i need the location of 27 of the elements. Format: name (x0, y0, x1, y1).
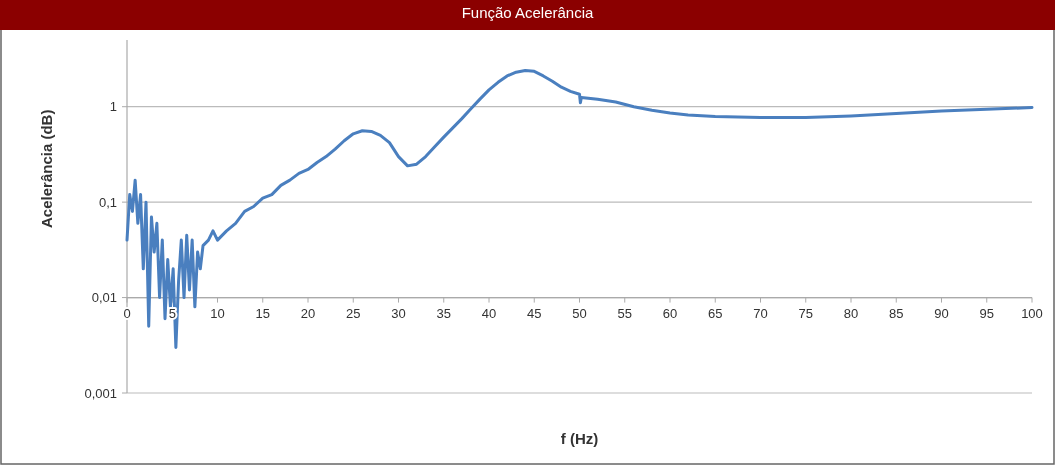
x-tick-label: 15 (255, 305, 270, 321)
x-tick-label: 80 (843, 305, 859, 321)
x-tick-label: 25 (346, 305, 361, 321)
x-axis-title: f (Hz) (560, 430, 599, 447)
x-tick-label: 90 (934, 305, 949, 321)
y-axis-title: Acelerância (dB) (38, 109, 55, 228)
y-tick-label: 0,001 (84, 385, 117, 401)
x-tick-label: 75 (798, 305, 813, 321)
chart-title: Função Acelerância (461, 4, 595, 21)
x-tick-label: 60 (662, 305, 678, 321)
x-tick-label: 65 (708, 305, 723, 321)
x-tick-label: 40 (481, 305, 497, 321)
x-tick-label: 10 (210, 305, 225, 321)
y-tick-label: 0,01 (91, 290, 117, 306)
x-tick-label: 50 (572, 305, 587, 321)
y-tick-label: 0,1 (98, 194, 117, 210)
x-tick-label: 70 (753, 305, 768, 321)
x-tick-label: 30 (391, 305, 406, 321)
x-tick-label: 20 (300, 305, 316, 321)
x-tick-label: 45 (527, 305, 542, 321)
x-tick-label: 0 (123, 305, 131, 321)
x-tick-label: 55 (617, 305, 632, 321)
x-tick-label: 95 (979, 305, 994, 321)
x-tick-label: 100 (1021, 305, 1043, 321)
x-tick-label: 35 (436, 305, 451, 321)
x-tick-label: 85 (889, 305, 904, 321)
y-tick-label: 1 (109, 99, 117, 115)
